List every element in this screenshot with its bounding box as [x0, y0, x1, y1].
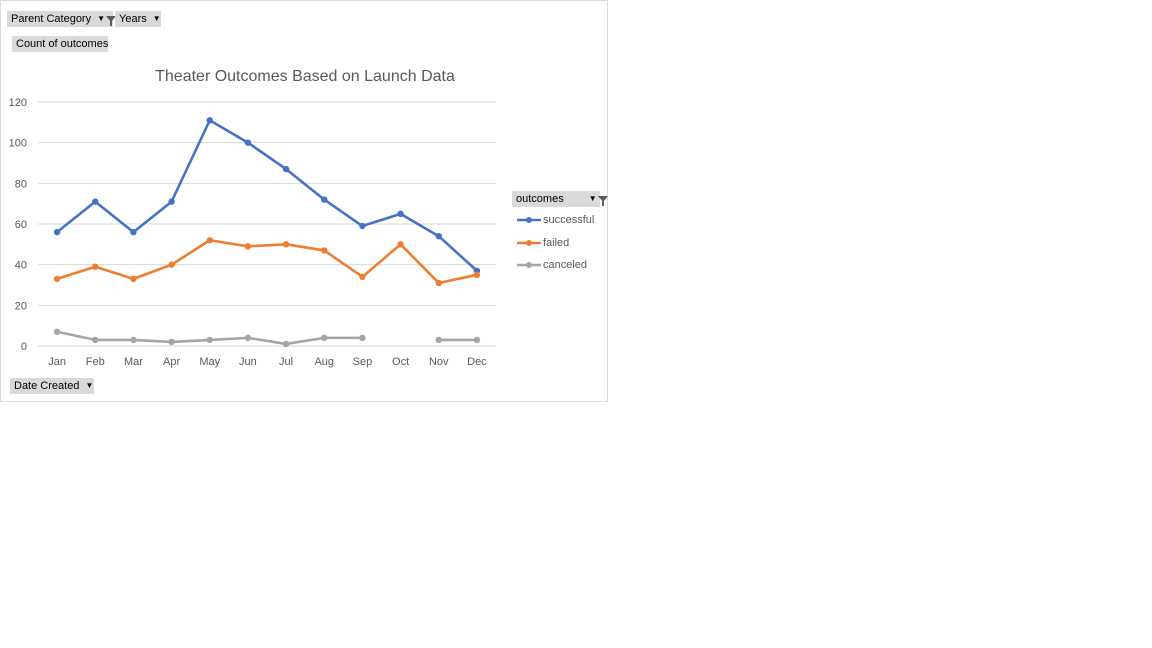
series-line-failed	[55, 238, 479, 285]
y-tick-label: 120	[9, 97, 27, 109]
legend-label: failed	[543, 236, 570, 249]
data-point-canceled	[473, 336, 481, 344]
dropdown-arrow-icon: ▼	[588, 194, 597, 204]
data-point-failed	[244, 243, 252, 250]
x-tick-label: May	[199, 356, 220, 368]
y-tick-label: 80	[15, 178, 27, 190]
parent-category-filter-button[interactable]: Parent Category ▼	[7, 11, 117, 27]
y-tick-label: 20	[15, 300, 27, 312]
legend-label: successful	[543, 214, 595, 226]
series-layer	[53, 117, 481, 348]
legend-label: canceled	[543, 259, 588, 271]
x-tick-label: Oct	[392, 356, 409, 368]
series-line-successful	[55, 119, 479, 273]
data-point-successful	[53, 228, 61, 236]
legend-swatch-failed	[517, 239, 541, 246]
data-point-successful	[206, 117, 213, 124]
data-point-successful	[282, 165, 290, 173]
line-chart: Theater Outcomes Based on Launch Data 0 2…	[9, 68, 496, 368]
x-tick-label: Jul	[279, 356, 293, 368]
x-tick-label: Feb	[86, 356, 105, 368]
legend-swatch-canceled	[517, 262, 541, 269]
chart-title: Theater Outcomes Based on Launch Data	[155, 68, 455, 85]
outcomes-legend-filter-button[interactable]: outcomes ▼	[512, 191, 608, 207]
data-point-failed	[53, 275, 61, 283]
series-failed	[53, 237, 481, 287]
data-point-successful	[321, 196, 328, 203]
data-point-failed	[282, 241, 290, 248]
filter-funnel-icon	[106, 16, 117, 27]
data-point-canceled	[435, 336, 442, 344]
filter-funnel-icon	[597, 196, 608, 207]
data-point-canceled	[168, 338, 175, 346]
data-point-failed	[435, 279, 442, 287]
x-tick-label: Aug	[314, 356, 334, 368]
outcomes-label: outcomes	[516, 193, 564, 205]
data-point-canceled	[130, 336, 137, 344]
data-point-failed	[168, 261, 175, 268]
date-created-filter-button[interactable]: Date Created ▼	[10, 378, 94, 394]
data-point-canceled	[53, 328, 61, 335]
data-point-successful	[244, 139, 252, 146]
x-tick-label: Dec	[467, 356, 487, 368]
y-tick-label: 100	[9, 138, 27, 150]
parent-category-label: Parent Category	[11, 13, 92, 25]
y-tick-label: 0	[21, 341, 27, 353]
data-point-successful	[397, 210, 404, 218]
data-point-failed	[359, 273, 366, 281]
x-tick-label: Jun	[239, 356, 257, 368]
legend-item-successful[interactable]: successful	[515, 213, 594, 227]
data-point-failed	[130, 275, 137, 283]
data-point-failed	[473, 271, 481, 279]
data-point-successful	[435, 233, 442, 240]
x-tick-label: Jan	[48, 356, 66, 368]
dropdown-arrow-icon: ▼	[85, 381, 94, 391]
series-successful	[53, 117, 481, 274]
count-of-outcomes-field[interactable]: Count of outcomes	[12, 36, 108, 52]
series-canceled	[53, 328, 481, 348]
data-point-canceled	[321, 334, 328, 342]
chart-area: Parent Category ▼ Years ▼ Count of outco…	[0, 0, 608, 402]
data-point-canceled	[92, 336, 99, 344]
data-point-successful	[130, 228, 137, 236]
x-tick-label: Nov	[429, 356, 449, 368]
count-of-outcomes-label: Count of outcomes	[16, 38, 109, 50]
data-point-failed	[397, 241, 404, 248]
y-axis-ticks: 0 20 40 60 80 100 120	[9, 97, 27, 353]
x-tick-label: Apr	[163, 356, 180, 368]
x-axis-ticks: Jan Feb Mar Apr May Jun Jul Aug Sep Oct Nov Dec	[48, 356, 487, 368]
date-created-label: Date Created	[14, 380, 80, 392]
dropdown-arrow-icon: ▼	[152, 14, 161, 24]
data-point-successful	[168, 198, 175, 205]
data-point-failed	[206, 237, 213, 244]
dropdown-arrow-icon: ▼	[97, 14, 106, 24]
y-tick-label: 40	[15, 260, 27, 272]
data-point-failed	[321, 247, 328, 254]
data-point-canceled	[359, 334, 366, 342]
data-point-canceled	[206, 336, 213, 344]
legend-item-canceled[interactable]: canceled	[515, 258, 587, 272]
data-point-successful	[92, 198, 99, 205]
legend-swatch-successful	[517, 217, 541, 224]
gridlines	[38, 101, 496, 347]
years-label: Years	[119, 13, 147, 25]
x-tick-label: Mar	[124, 356, 143, 368]
y-tick-label: 60	[15, 219, 27, 231]
legend-item-failed[interactable]: failed	[515, 236, 569, 250]
data-point-successful	[359, 222, 366, 230]
data-point-canceled	[244, 334, 252, 342]
years-filter-button[interactable]: Years ▼	[115, 11, 161, 27]
x-tick-label: Sep	[353, 356, 373, 368]
data-point-failed	[92, 263, 99, 270]
data-point-canceled	[282, 340, 290, 348]
